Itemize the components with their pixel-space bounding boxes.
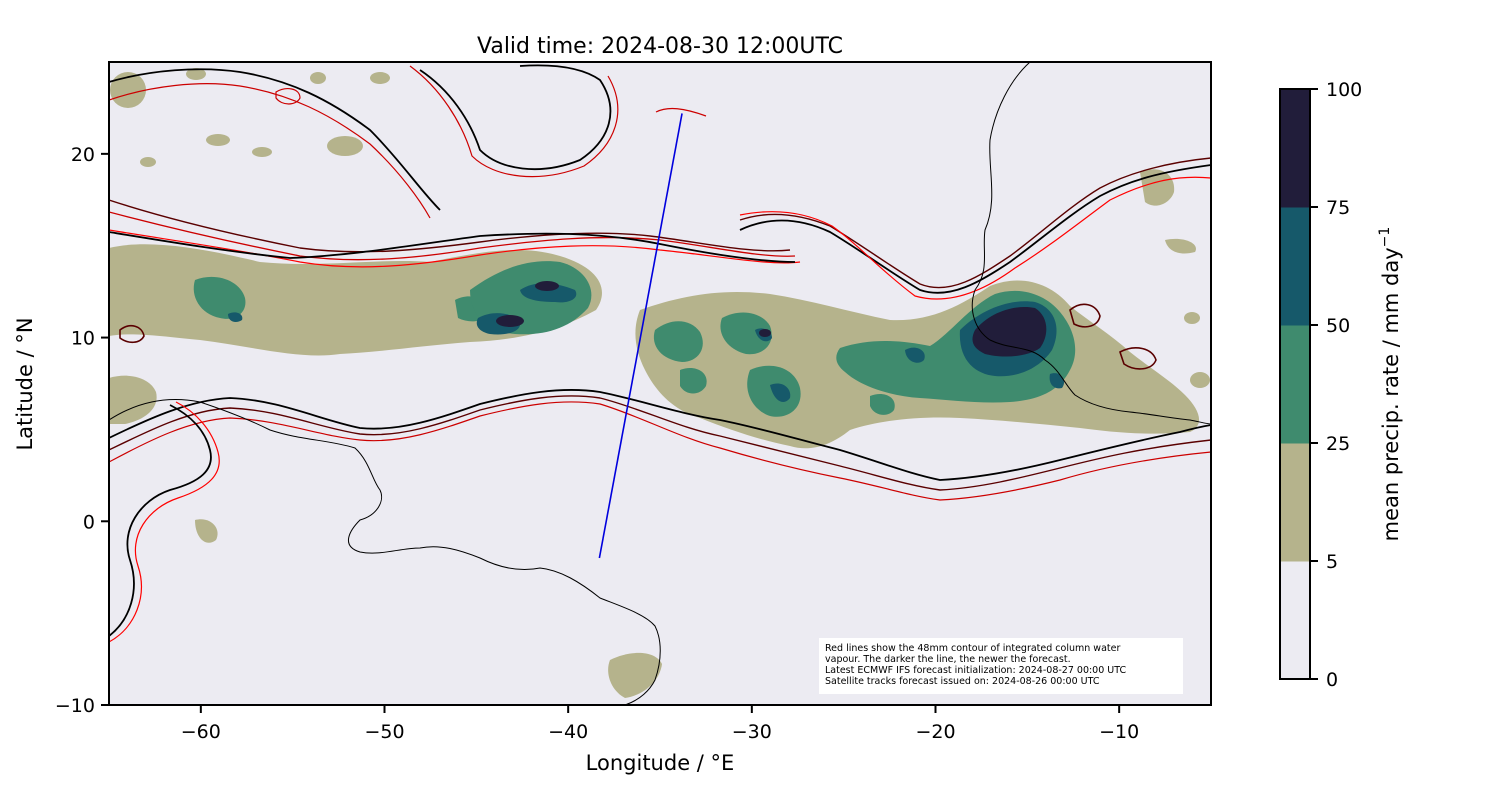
iwv-contours (109, 64, 1211, 643)
map-area: Red lines show the 48mm contour of integ… (109, 62, 1211, 705)
x-axis: −60 −50 −40 −30 −20 −10 (181, 705, 1139, 743)
colorbar-segment (1280, 561, 1310, 680)
annotation-line-1: Red lines show the 48mm contour of integ… (825, 643, 1120, 654)
colorbar-segments (1280, 89, 1310, 680)
colorbar-frame (1279, 88, 1311, 680)
annotation-line-3: Latest ECMWF IFS forecast initialization… (825, 665, 1126, 676)
precipitation-field (109, 68, 1210, 698)
annotation-line-4: Satellite tracks forecast issued on: 202… (825, 676, 1100, 687)
colorbar-tick-label: 25 (1326, 433, 1350, 455)
annotation-box: Red lines show the 48mm contour of integ… (819, 638, 1183, 694)
y-tick-label: 0 (83, 511, 95, 533)
x-tick-label: −40 (548, 721, 588, 743)
y-tick-label: −10 (55, 695, 95, 717)
x-tick-label: −60 (181, 721, 221, 743)
annotation-line-2: vapour. The darker the line, the newer t… (825, 654, 1071, 665)
colorbar-segment (1280, 89, 1310, 208)
y-axis: −10 0 10 20 (55, 144, 109, 717)
colorbar-tick-label: 5 (1326, 551, 1338, 573)
y-axis-label: Latitude / °N (13, 317, 37, 450)
map-frame (108, 61, 1212, 706)
x-axis-label: Longitude / °E (586, 751, 735, 775)
map-title: Valid time: 2024-08-30 12:00UTC (477, 34, 843, 59)
colorbar-tick-label: 100 (1326, 79, 1362, 101)
satellite-track (598, 113, 683, 559)
colorbar-tick-label: 50 (1326, 315, 1350, 337)
colorbar-ticks: 0 5 25 50 75 100 (1310, 79, 1362, 691)
colorbar-segment (1280, 325, 1310, 444)
x-tick-label: −30 (732, 721, 772, 743)
colorbar: 0 5 25 50 75 100 mean precip. rate / mm day−1 (1279, 79, 1403, 691)
colorbar-tick-label: 75 (1326, 197, 1350, 219)
x-tick-label: −10 (1099, 721, 1139, 743)
colorbar-segment (1280, 207, 1310, 326)
x-tick-label: −50 (364, 721, 404, 743)
y-tick-label: 10 (71, 328, 95, 350)
x-tick-label: −20 (915, 721, 955, 743)
coastlines (109, 62, 1211, 705)
y-tick-label: 20 (71, 144, 95, 166)
colorbar-label: mean precip. rate / mm day−1 (1377, 227, 1403, 542)
colorbar-segment (1280, 443, 1310, 562)
colorbar-tick-label: 0 (1326, 669, 1338, 691)
